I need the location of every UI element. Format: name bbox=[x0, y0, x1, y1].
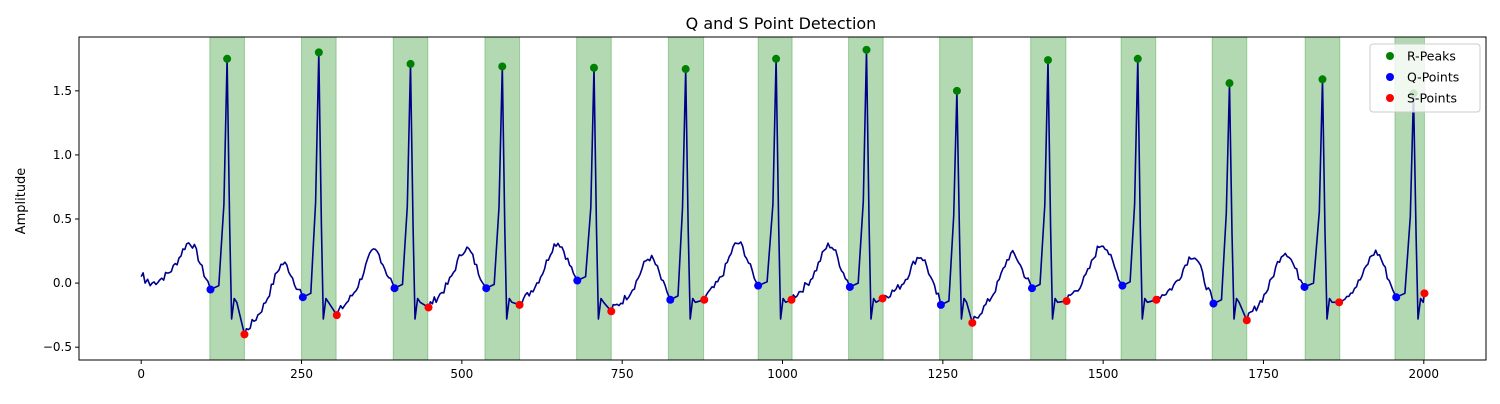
legend-label: Q-Points bbox=[1407, 70, 1459, 85]
x-tick-label: 1500 bbox=[1088, 367, 1119, 381]
y-tick-label: 1.5 bbox=[53, 84, 72, 98]
s-point bbox=[1062, 297, 1071, 306]
q-point bbox=[298, 293, 307, 302]
legend-label: S-Points bbox=[1407, 91, 1457, 106]
s-point bbox=[1152, 295, 1161, 304]
s-point bbox=[878, 294, 887, 303]
x-tick-label: 0 bbox=[137, 367, 145, 381]
s-point bbox=[332, 311, 341, 320]
legend-box bbox=[1369, 43, 1481, 113]
y-tick-label: 1.0 bbox=[53, 148, 72, 162]
legend-label: R-Peaks bbox=[1407, 49, 1456, 64]
r-peak-point bbox=[406, 59, 415, 68]
x-tick-label: 1250 bbox=[928, 367, 959, 381]
y-tick-label: 0.5 bbox=[53, 212, 72, 226]
x-tick-label: 2000 bbox=[1409, 367, 1440, 381]
q-point bbox=[573, 276, 582, 285]
q-point bbox=[845, 282, 854, 291]
s-point bbox=[424, 303, 433, 312]
r-peak-point bbox=[772, 54, 781, 63]
s-point bbox=[968, 318, 977, 327]
r-peak-point bbox=[498, 62, 507, 71]
legend-marker bbox=[1386, 94, 1394, 102]
y-tick-label: 0.0 bbox=[53, 276, 72, 290]
s-point bbox=[1335, 298, 1344, 307]
q-point bbox=[1392, 293, 1401, 302]
r-peak-point bbox=[1133, 54, 1142, 63]
q-point bbox=[1027, 284, 1036, 293]
s-point bbox=[240, 330, 249, 339]
legend-marker bbox=[1386, 52, 1394, 60]
r-peak-point bbox=[1318, 75, 1327, 84]
s-point bbox=[700, 295, 709, 304]
q-point bbox=[936, 300, 945, 309]
q-point bbox=[482, 284, 491, 293]
x-tick-label: 750 bbox=[611, 367, 634, 381]
r-peak-point bbox=[1043, 56, 1052, 65]
q-point bbox=[1209, 299, 1218, 308]
x-tick-label: 1000 bbox=[767, 367, 798, 381]
q-point bbox=[1118, 281, 1127, 290]
x-tick-label: 1750 bbox=[1248, 367, 1279, 381]
y-tick-label: −0.5 bbox=[43, 340, 72, 354]
q-point bbox=[206, 285, 215, 294]
s-point bbox=[1420, 289, 1429, 298]
legend-marker bbox=[1386, 73, 1394, 81]
x-tick-label: 250 bbox=[290, 367, 313, 381]
chart-title: Q and S Point Detection bbox=[686, 14, 877, 33]
r-peak-point bbox=[223, 54, 232, 63]
q-point bbox=[390, 284, 399, 293]
r-peak-point bbox=[589, 63, 598, 72]
legend: R-Peaks Q-Points S-Points bbox=[1369, 43, 1481, 113]
s-point bbox=[787, 295, 796, 304]
s-point bbox=[607, 307, 616, 316]
r-peak-point bbox=[681, 65, 690, 74]
s-point bbox=[515, 300, 524, 309]
x-tick-label: 500 bbox=[450, 367, 473, 381]
r-peak-point bbox=[952, 86, 961, 95]
s-point bbox=[1242, 316, 1251, 325]
r-peak-point bbox=[1225, 79, 1234, 88]
ecg-signal-line bbox=[140, 49, 1429, 336]
qrs-region-band bbox=[939, 36, 973, 361]
y-axis-label: Amplitude bbox=[14, 168, 29, 235]
q-point bbox=[1300, 282, 1309, 291]
r-peak-point bbox=[314, 48, 323, 57]
r-peak-point bbox=[862, 45, 871, 54]
axes: 0 250 500 750 1000 1250 1500 1750 2000 −0.5 0.0 0.5… bbox=[43, 36, 1487, 381]
q-point bbox=[754, 281, 763, 290]
q-point bbox=[666, 295, 675, 304]
